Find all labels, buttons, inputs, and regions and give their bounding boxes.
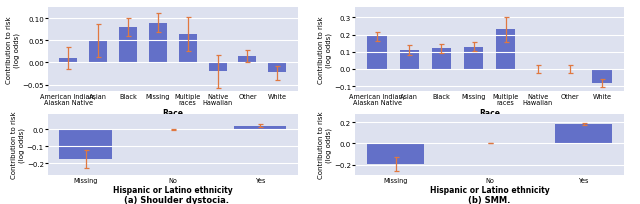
X-axis label: Hispanic or Latino ethnicity: Hispanic or Latino ethnicity bbox=[429, 186, 550, 194]
Y-axis label: Contribution to risk
(log odds): Contribution to risk (log odds) bbox=[318, 111, 332, 178]
Bar bbox=[593, 70, 612, 83]
X-axis label: Hispanic or Latino ethnicity: Hispanic or Latino ethnicity bbox=[113, 186, 233, 194]
Bar bbox=[461, 143, 518, 144]
Bar bbox=[119, 28, 137, 63]
Bar bbox=[149, 24, 167, 63]
Y-axis label: Contribution to risk
(log odds): Contribution to risk (log odds) bbox=[6, 16, 20, 84]
Bar bbox=[399, 51, 419, 70]
Bar bbox=[60, 59, 77, 63]
Bar bbox=[89, 41, 107, 63]
Bar bbox=[239, 57, 257, 63]
Bar bbox=[496, 30, 515, 70]
Bar bbox=[268, 63, 286, 73]
Y-axis label: Contribution to risk
(log odds): Contribution to risk (log odds) bbox=[318, 16, 332, 84]
Bar bbox=[556, 124, 612, 144]
Y-axis label: Contribution to risk
(log odds): Contribution to risk (log odds) bbox=[11, 111, 24, 178]
X-axis label: Race: Race bbox=[163, 108, 183, 117]
Bar bbox=[60, 130, 112, 159]
Bar bbox=[209, 63, 227, 72]
Bar bbox=[367, 37, 387, 70]
Text: (a) Shoulder dystocia.: (a) Shoulder dystocia. bbox=[124, 195, 228, 204]
Bar bbox=[432, 49, 451, 70]
Bar bbox=[464, 47, 483, 70]
Text: (b) SMM.: (b) SMM. bbox=[468, 195, 511, 204]
Bar bbox=[234, 126, 286, 130]
Bar bbox=[179, 34, 196, 63]
Bar bbox=[367, 144, 424, 164]
X-axis label: Race: Race bbox=[479, 108, 500, 117]
